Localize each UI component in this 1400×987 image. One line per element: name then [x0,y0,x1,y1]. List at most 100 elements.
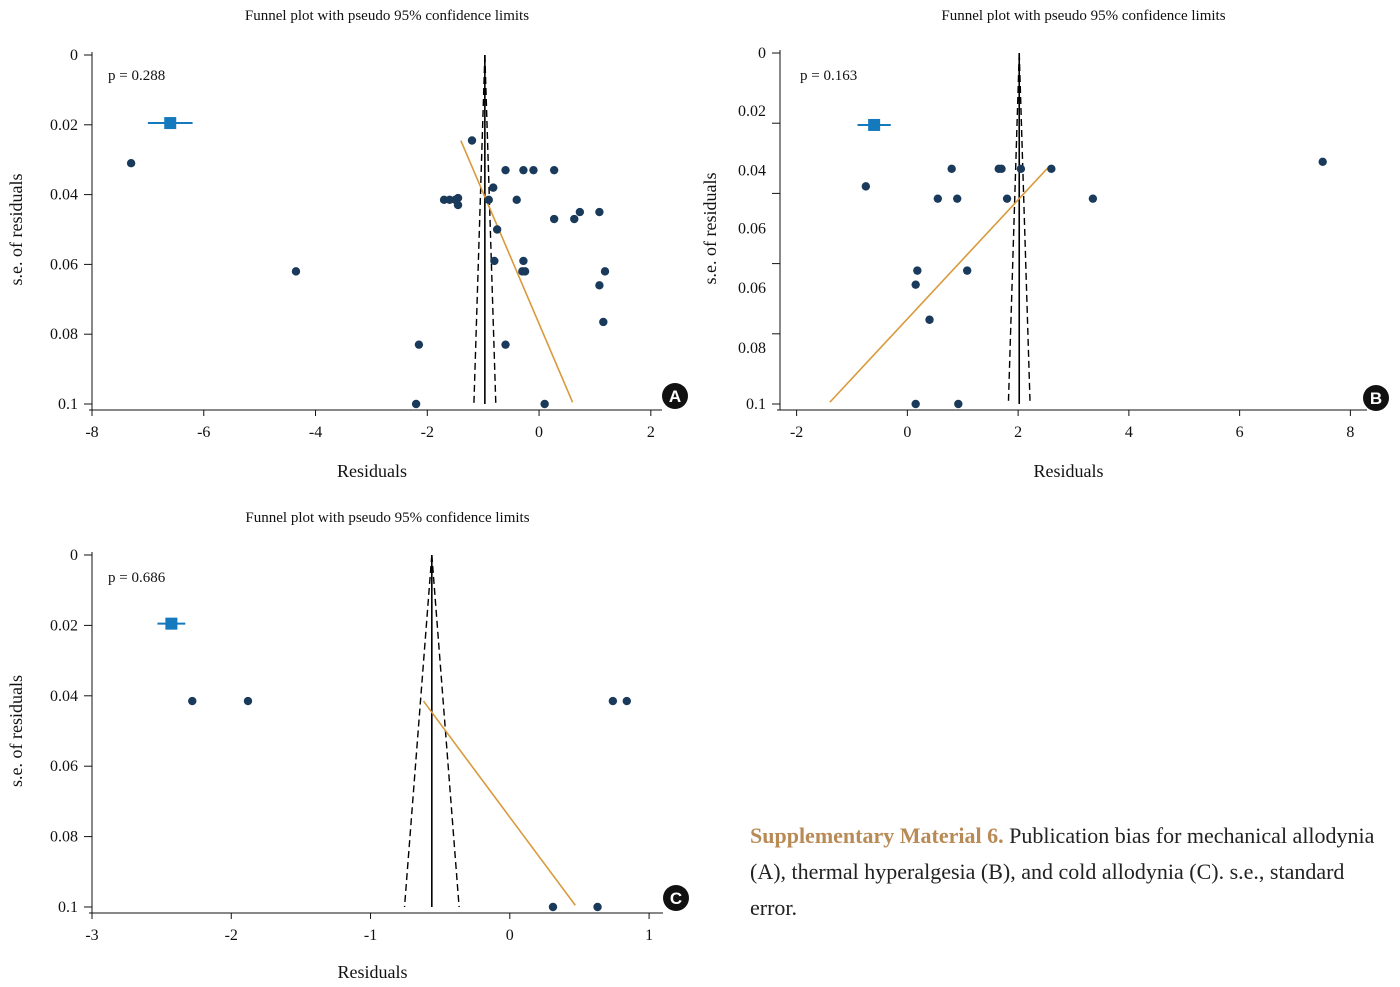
y-tick-label: 0.04 [50,187,78,204]
data-point [575,207,585,217]
y-tick-label: 0.06 [738,221,766,238]
y-axis-label: s.e. of residuals [6,174,26,286]
x-tick-label: 4 [1125,424,1133,441]
panel-badge-c: C [663,885,689,911]
data-point [1318,157,1327,167]
data-point [484,195,493,205]
y-tick-label: 0.02 [50,117,78,134]
data-point [997,164,1006,174]
data-point [953,194,962,203]
p-value-annotation: p = 0.163 [800,68,857,84]
x-tick-label: -3 [85,927,98,944]
x-tick-label: -6 [197,424,210,441]
funnel-left-limit [403,554,433,908]
y-tick-label: 0.08 [50,326,78,343]
data-point [1002,194,1012,203]
y-tick-label: 0.04 [50,688,78,705]
data-point [291,267,301,276]
y-tick-label: 0 [758,45,766,62]
p-value-annotation: p = 0.288 [108,68,165,84]
x-tick-label: 2 [1014,424,1022,441]
chart-title: Funnel plot with pseudo 95% confidence l… [245,510,529,526]
y-tick-label: 0.06 [50,758,78,775]
data-point [548,902,558,912]
data-point [911,399,920,409]
data-point [925,315,934,324]
data-point [529,165,538,175]
badge-letter: C [670,889,682,908]
data-point [411,399,421,409]
data-point [954,399,963,409]
regression-line [422,700,576,906]
regression-line [460,140,574,403]
caption-label: Supplementary Material 6. [750,823,1004,848]
y-tick-label: 0.04 [738,163,766,180]
data-point [520,267,530,276]
funnel-plot-c: Funnel plot with pseudo 95% confidence l… [6,510,689,982]
x-tick-label: -2 [421,424,434,441]
y-tick-label: 0.1 [746,396,766,413]
data-point [126,158,136,168]
data-point [549,165,559,175]
y-tick-label: 0.08 [50,829,78,846]
badge-circle [662,383,688,409]
data-point [622,696,631,706]
y-tick-label: 0 [70,47,78,64]
badge-circle [1363,385,1389,411]
data-point [933,194,943,203]
data-point [512,195,521,205]
y-tick-label: 0.08 [738,340,766,357]
data-point [608,696,618,706]
chart-title: Funnel plot with pseudo 95% confidence l… [941,8,1225,24]
x-axis-label: Residuals [338,962,408,982]
data-point [599,317,608,327]
y-tick-label: 0.06 [738,280,766,297]
data-point [549,214,559,224]
y-tick-label: 0.06 [50,256,78,273]
data-point [490,256,499,266]
y-tick-label: 0.02 [50,617,78,634]
regression-line [829,166,1050,403]
funnel-plot-a: Funnel plot with pseudo 95% confidence l… [6,8,688,481]
y-tick-label: 0.1 [58,899,78,916]
data-point [593,902,602,912]
data-point [492,225,502,234]
summary-square [868,118,881,131]
data-point [962,266,972,275]
data-point [501,165,510,175]
panel-badge-b: B [1363,385,1389,411]
badge-circle [663,885,689,911]
data-point [1047,164,1056,174]
caption-text: Publication bias for mechanical allodyni… [750,823,1375,920]
badge-letter: A [669,387,681,406]
x-tick-label: 6 [1236,424,1244,441]
data-point [453,200,463,210]
chart-title: Funnel plot with pseudo 95% confidence l… [245,8,529,24]
data-point [467,136,477,145]
x-tick-label: -2 [790,424,803,441]
y-tick-label: 0.02 [738,103,766,120]
data-point [501,340,510,349]
p-value-annotation: p = 0.686 [108,570,166,586]
data-point [453,193,463,203]
panel-badge-a: A [662,383,688,409]
x-axis-label: Residuals [1034,461,1104,481]
x-tick-label: -4 [309,424,322,441]
x-tick-label: 0 [903,424,911,441]
funnel-plot-b: Funnel plot with pseudo 95% confidence l… [700,8,1389,481]
data-point [1016,164,1026,174]
badge-letter: B [1370,389,1382,408]
data-point [243,696,253,706]
x-tick-label: 0 [506,927,514,944]
y-axis-label: s.e. of residuals [6,675,26,787]
data-point [1088,194,1098,203]
x-tick-label: 2 [647,424,655,441]
funnel-right-limit [484,54,497,405]
x-tick-label: 8 [1346,424,1354,441]
data-point [188,696,197,706]
data-point [911,280,920,289]
data-point [414,340,424,349]
data-point [570,214,579,224]
y-tick-label: 0 [70,547,78,564]
data-point [595,281,604,290]
